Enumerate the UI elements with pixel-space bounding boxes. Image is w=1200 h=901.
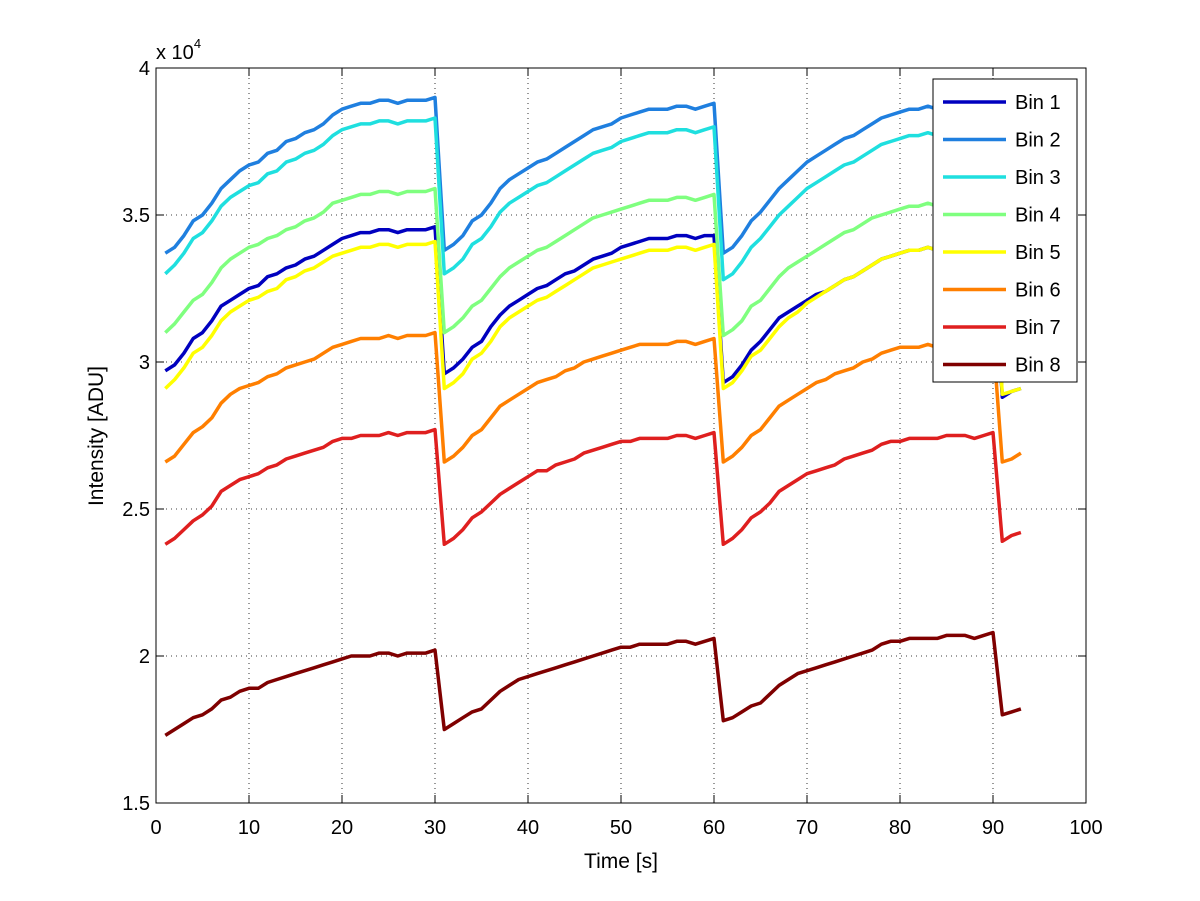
legend-label-bin-1: Bin 1 — [1015, 92, 1061, 114]
series-lines — [164, 95, 1022, 737]
series-line-bin-4 — [164, 186, 1022, 350]
x-tick-label: 60 — [703, 817, 725, 839]
legend-label-bin-7: Bin 7 — [1015, 317, 1061, 339]
y-axis-multiplier: x 104 — [156, 36, 201, 64]
y-axis-ticks: 1.5 2 2.5 3 3.5 4 — [122, 58, 1086, 815]
y-multiplier-exponent: 4 — [194, 36, 201, 51]
y-axis-label: Intensity [ADU] — [85, 366, 108, 506]
x-tick-label: 90 — [982, 817, 1004, 839]
y-tick-label: 3.5 — [122, 205, 150, 227]
x-tick-label: 70 — [796, 817, 818, 839]
x-axis-label: Time [s] — [584, 850, 658, 873]
legend-label-bin-4: Bin 4 — [1015, 205, 1061, 227]
x-tick-label: 80 — [889, 817, 911, 839]
y-tick-label: 3 — [139, 352, 150, 374]
series-line-bin-7 — [164, 427, 1022, 547]
legend-label-bin-8: Bin 8 — [1015, 355, 1061, 377]
x-tick-label: 0 — [150, 817, 161, 839]
legend-label-bin-3: Bin 3 — [1015, 167, 1061, 189]
x-tick-label: 20 — [331, 817, 353, 839]
legend: Bin 1 Bin 2 Bin 3 Bin 4 Bin 5 Bin 6 Bin 7 Bin 8 — [932, 78, 1078, 383]
x-tick-label: 10 — [238, 817, 260, 839]
x-tick-label: 100 — [1069, 817, 1102, 839]
series-line-bin-8 — [164, 630, 1022, 737]
x-tick-label: 50 — [610, 817, 632, 839]
y-multiplier-base: x 10 — [156, 42, 194, 64]
y-tick-label: 2 — [139, 646, 150, 668]
y-tick-label: 4 — [139, 58, 150, 80]
series-line-bin-2 — [164, 95, 1022, 258]
x-axis-ticks: 0 10 20 30 40 50 60 70 80 90 100 — [150, 68, 1103, 839]
legend-label-bin-5: Bin 5 — [1015, 242, 1061, 264]
y-tick-label: 1.5 — [122, 793, 150, 815]
series-line-bin-3 — [164, 116, 1022, 285]
legend-box — [932, 78, 1078, 383]
series-line-bin-1 — [164, 225, 1022, 400]
series-line-bin-5 — [164, 239, 1022, 397]
x-tick-label: 30 — [424, 817, 446, 839]
y-tick-label: 2.5 — [122, 499, 150, 521]
legend-label-bin-6: Bin 6 — [1015, 280, 1061, 302]
series-line-bin-6 — [164, 330, 1022, 464]
legend-label-bin-2: Bin 2 — [1015, 130, 1061, 152]
x-tick-label: 40 — [517, 817, 539, 839]
